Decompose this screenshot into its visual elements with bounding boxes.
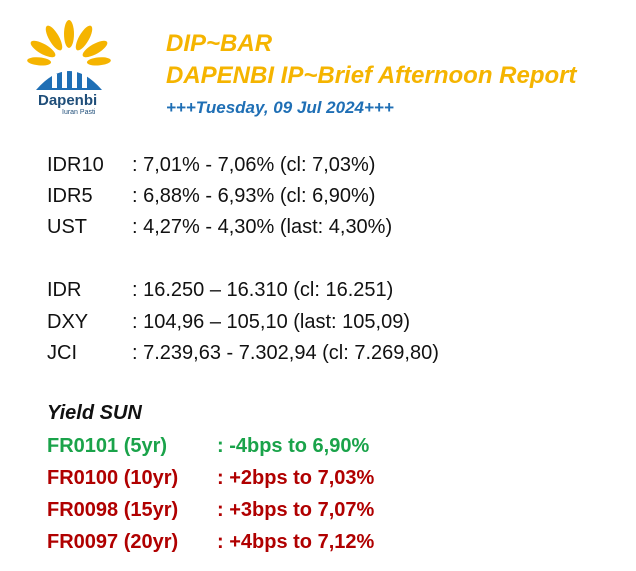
yield-row-fr0097: FR0097 (20yr) : +4bps to 7,12% xyxy=(47,531,374,554)
rate-label: IDR5 xyxy=(47,185,93,207)
report-title: DIP~BAR xyxy=(166,30,273,57)
dapenbi-logo-icon xyxy=(27,20,111,90)
yield-value: : +2bps to 7,03% xyxy=(217,467,375,489)
yield-label: FR0100 (10yr) xyxy=(47,467,179,489)
rate-label: IDR10 xyxy=(47,154,104,176)
market-row-jci: JCI : 7.239,63 - 7.302,94 (cl: 7.269,80) xyxy=(47,342,439,365)
yield-row-fr0100: FR0100 (10yr) : +2bps to 7,03% xyxy=(47,467,374,490)
market-value: : 7.239,63 - 7.302,94 (cl: 7.269,80) xyxy=(132,342,439,364)
yield-row-fr0098: FR0098 (15yr) : +3bps to 7,07% xyxy=(47,499,374,522)
yield-value: : +4bps to 7,12% xyxy=(217,531,375,553)
market-label: IDR xyxy=(47,279,82,301)
yield-label: FR0101 (5yr) xyxy=(47,435,168,457)
yield-value: : -4bps to 6,90% xyxy=(217,435,370,457)
rate-value: : 6,88% - 6,93% (cl: 6,90%) xyxy=(132,185,376,207)
rate-row-idr5: IDR5 : 6,88% - 6,93% (cl: 6,90%) xyxy=(47,185,375,208)
rate-row-idr10: IDR10 : 7,01% - 7,06% (cl: 7,03%) xyxy=(47,154,375,177)
yield-title: Yield SUN xyxy=(47,402,142,424)
market-value: : 16.250 – 16.310 (cl: 16.251) xyxy=(132,279,394,301)
yield-row-fr0101: FR0101 (5yr) : -4bps to 6,90% xyxy=(47,435,369,458)
report-date: +++Tuesday, 09 Jul 2024+++ xyxy=(166,98,394,117)
market-label: JCI xyxy=(47,342,77,364)
report-subtitle: DAPENBI IP~Brief Afternoon Report xyxy=(166,62,577,89)
rate-row-ust: UST : 4,27% - 4,30% (last: 4,30%) xyxy=(47,216,392,239)
logo-name: Dapenbi xyxy=(38,92,98,109)
market-row-dxy: DXY : 104,96 – 105,10 (last: 105,09) xyxy=(47,311,410,334)
rate-label: UST xyxy=(47,216,87,238)
market-label: DXY xyxy=(47,311,89,333)
market-value: : 104,96 – 105,10 (last: 105,09) xyxy=(132,311,410,333)
yield-value: : +3bps to 7,07% xyxy=(217,499,375,521)
rate-value: : 4,27% - 4,30% (last: 4,30%) xyxy=(132,216,393,238)
yield-label: FR0097 (20yr) xyxy=(47,531,179,553)
market-row-idr: IDR : 16.250 – 16.310 (cl: 16.251) xyxy=(47,279,393,302)
rate-value: : 7,01% - 7,06% (cl: 7,03%) xyxy=(132,154,376,176)
yield-label: FR0098 (15yr) xyxy=(47,499,179,521)
logo-tagline: Iuran Pasti xyxy=(62,109,96,116)
